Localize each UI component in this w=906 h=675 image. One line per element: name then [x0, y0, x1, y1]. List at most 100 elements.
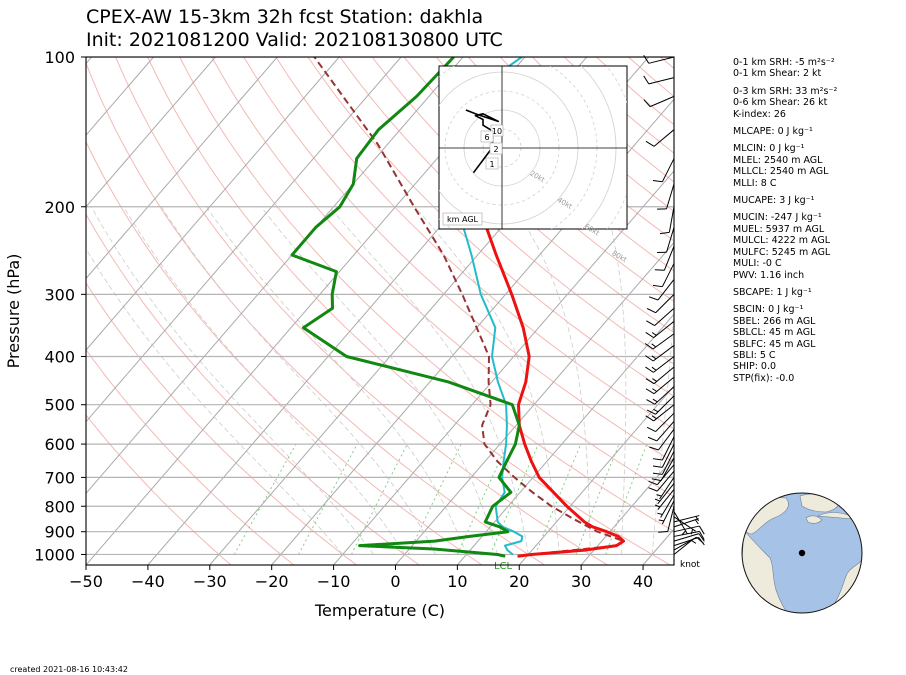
barb-shaft: [661, 158, 675, 183]
wind-barb: [651, 457, 675, 482]
stat-line: MUEL: 5937 m AGL: [733, 223, 825, 235]
barb-flag: [645, 366, 654, 373]
dry-adiabat: [435, 57, 674, 272]
barb-shaft: [653, 376, 675, 395]
barb-shaft: [673, 530, 700, 537]
y-tick-label: 900: [44, 523, 75, 542]
barb-flag: [652, 284, 663, 288]
barb-shaft: [661, 500, 675, 525]
dry-adiabat: [86, 213, 420, 565]
stat-line: MLLI: 8 C: [733, 177, 777, 189]
barb-flag: [646, 320, 655, 326]
y-tick-label: 300: [44, 285, 75, 304]
stat-line: STP(fix): -0.0: [733, 372, 795, 384]
dry-adiabat: [371, 57, 674, 334]
y-tick-label: 600: [44, 435, 75, 454]
dry-adiabat: [115, 57, 608, 565]
stat-line: PWV: 1.16 inch: [733, 269, 805, 281]
wind-barb: [643, 95, 675, 108]
wind-barb: [645, 129, 675, 147]
barb-half-flag: [654, 504, 661, 508]
barb-flag: [643, 55, 650, 64]
mixing-ratio-line: [351, 443, 408, 555]
hodograph-height-label: 1: [489, 160, 494, 169]
barb-shaft: [673, 533, 700, 542]
wind-barb: [657, 183, 675, 210]
wind-barb: [673, 515, 700, 523]
barb-shaft: [661, 436, 675, 461]
location-globe: [741, 492, 863, 614]
stat-line: MUCIN: -247 J kg⁻¹: [733, 212, 822, 224]
wind-barb: [648, 470, 675, 492]
barb-flag: [645, 140, 655, 147]
chart-subtitle: Init: 2021081200 Valid: 202108130800 UTC: [86, 29, 503, 51]
wind-barb: [658, 506, 675, 533]
barb-half-flag: [652, 378, 657, 382]
stat-line: 0-6 km Shear: 26 kt: [733, 97, 828, 109]
moist-adiabat: [86, 247, 344, 555]
dry-adiabat: [86, 61, 545, 565]
moist-adiabat: [414, 206, 560, 555]
wind-barb: [645, 356, 675, 373]
isotherm: [86, 57, 402, 423]
barb-flag: [647, 436, 658, 442]
barb-flag: [643, 75, 650, 85]
barb-flag: [658, 530, 668, 533]
stat-line: SBLFC: 45 m AGL: [733, 338, 816, 350]
hodograph-height-label-box: [485, 157, 499, 170]
hodograph-height-label-box: [480, 130, 494, 143]
stat-line: MULCL: 4222 m AGL: [733, 235, 831, 247]
barb-half-flag: [652, 398, 658, 403]
parcel-profile-line: [313, 57, 625, 558]
barb-flag: [643, 99, 651, 107]
wind-barb: [673, 536, 705, 547]
isotherm: [86, 57, 154, 136]
wind-barb: [673, 511, 688, 536]
background-grid: [86, 57, 674, 565]
wind-barb: [658, 500, 675, 525]
barb-half-flag: [651, 415, 657, 420]
stability-indices-panel: 0-1 km SRH: -5 m²s⁻² 0-1 km Shear: 2 kt 0-…: [733, 57, 837, 384]
stat-line: SBLI: 5 C: [733, 349, 776, 361]
wind-barb: [657, 227, 675, 254]
barb-shaft: [667, 506, 675, 532]
wind-unit-label: knot: [680, 560, 700, 570]
barb-half-flag: [651, 332, 657, 336]
barb-half-flag: [651, 343, 657, 348]
wind-barb: [646, 307, 675, 326]
barb-flag: [651, 478, 662, 482]
mixing-ratio-line: [407, 443, 462, 555]
barb-flag: [698, 533, 705, 542]
barb-shaft: [673, 515, 700, 523]
wind-barb: [652, 450, 675, 475]
x-tick-label: 30: [571, 572, 591, 591]
barb-shaft: [673, 525, 700, 533]
barb-shaft: [655, 412, 675, 432]
isotherm: [86, 57, 464, 495]
barb-half-flag: [652, 388, 657, 392]
wind-barb: [648, 279, 675, 301]
barb-shaft: [656, 470, 675, 492]
y-tick-label: 200: [44, 198, 75, 217]
isotherm: [271, 98, 674, 565]
barb-half-flag: [653, 408, 659, 413]
barb-shaft: [653, 129, 675, 147]
barb-flag: [646, 308, 656, 314]
barb-flag: [649, 446, 659, 451]
barb-shaft: [657, 279, 675, 301]
isotherm: [86, 57, 340, 351]
wind-barb: [645, 345, 675, 362]
barb-flag: [648, 480, 658, 486]
y-tick-label: 1000: [34, 545, 75, 564]
hodograph-height-label: 2: [493, 145, 498, 154]
x-axis-label: Temperature (C): [314, 601, 445, 620]
wind-barb: [644, 333, 675, 350]
stat-line: MLEL: 2540 m AGL: [733, 154, 823, 166]
barb-half-flag: [657, 512, 663, 515]
barb-shaft: [654, 307, 675, 326]
hodograph-height-label-box: [489, 142, 503, 155]
barb-shaft: [648, 77, 675, 85]
dry-adiabat: [339, 57, 674, 365]
wind-barb: [657, 494, 675, 518]
hodograph-frame: [438, 65, 628, 230]
